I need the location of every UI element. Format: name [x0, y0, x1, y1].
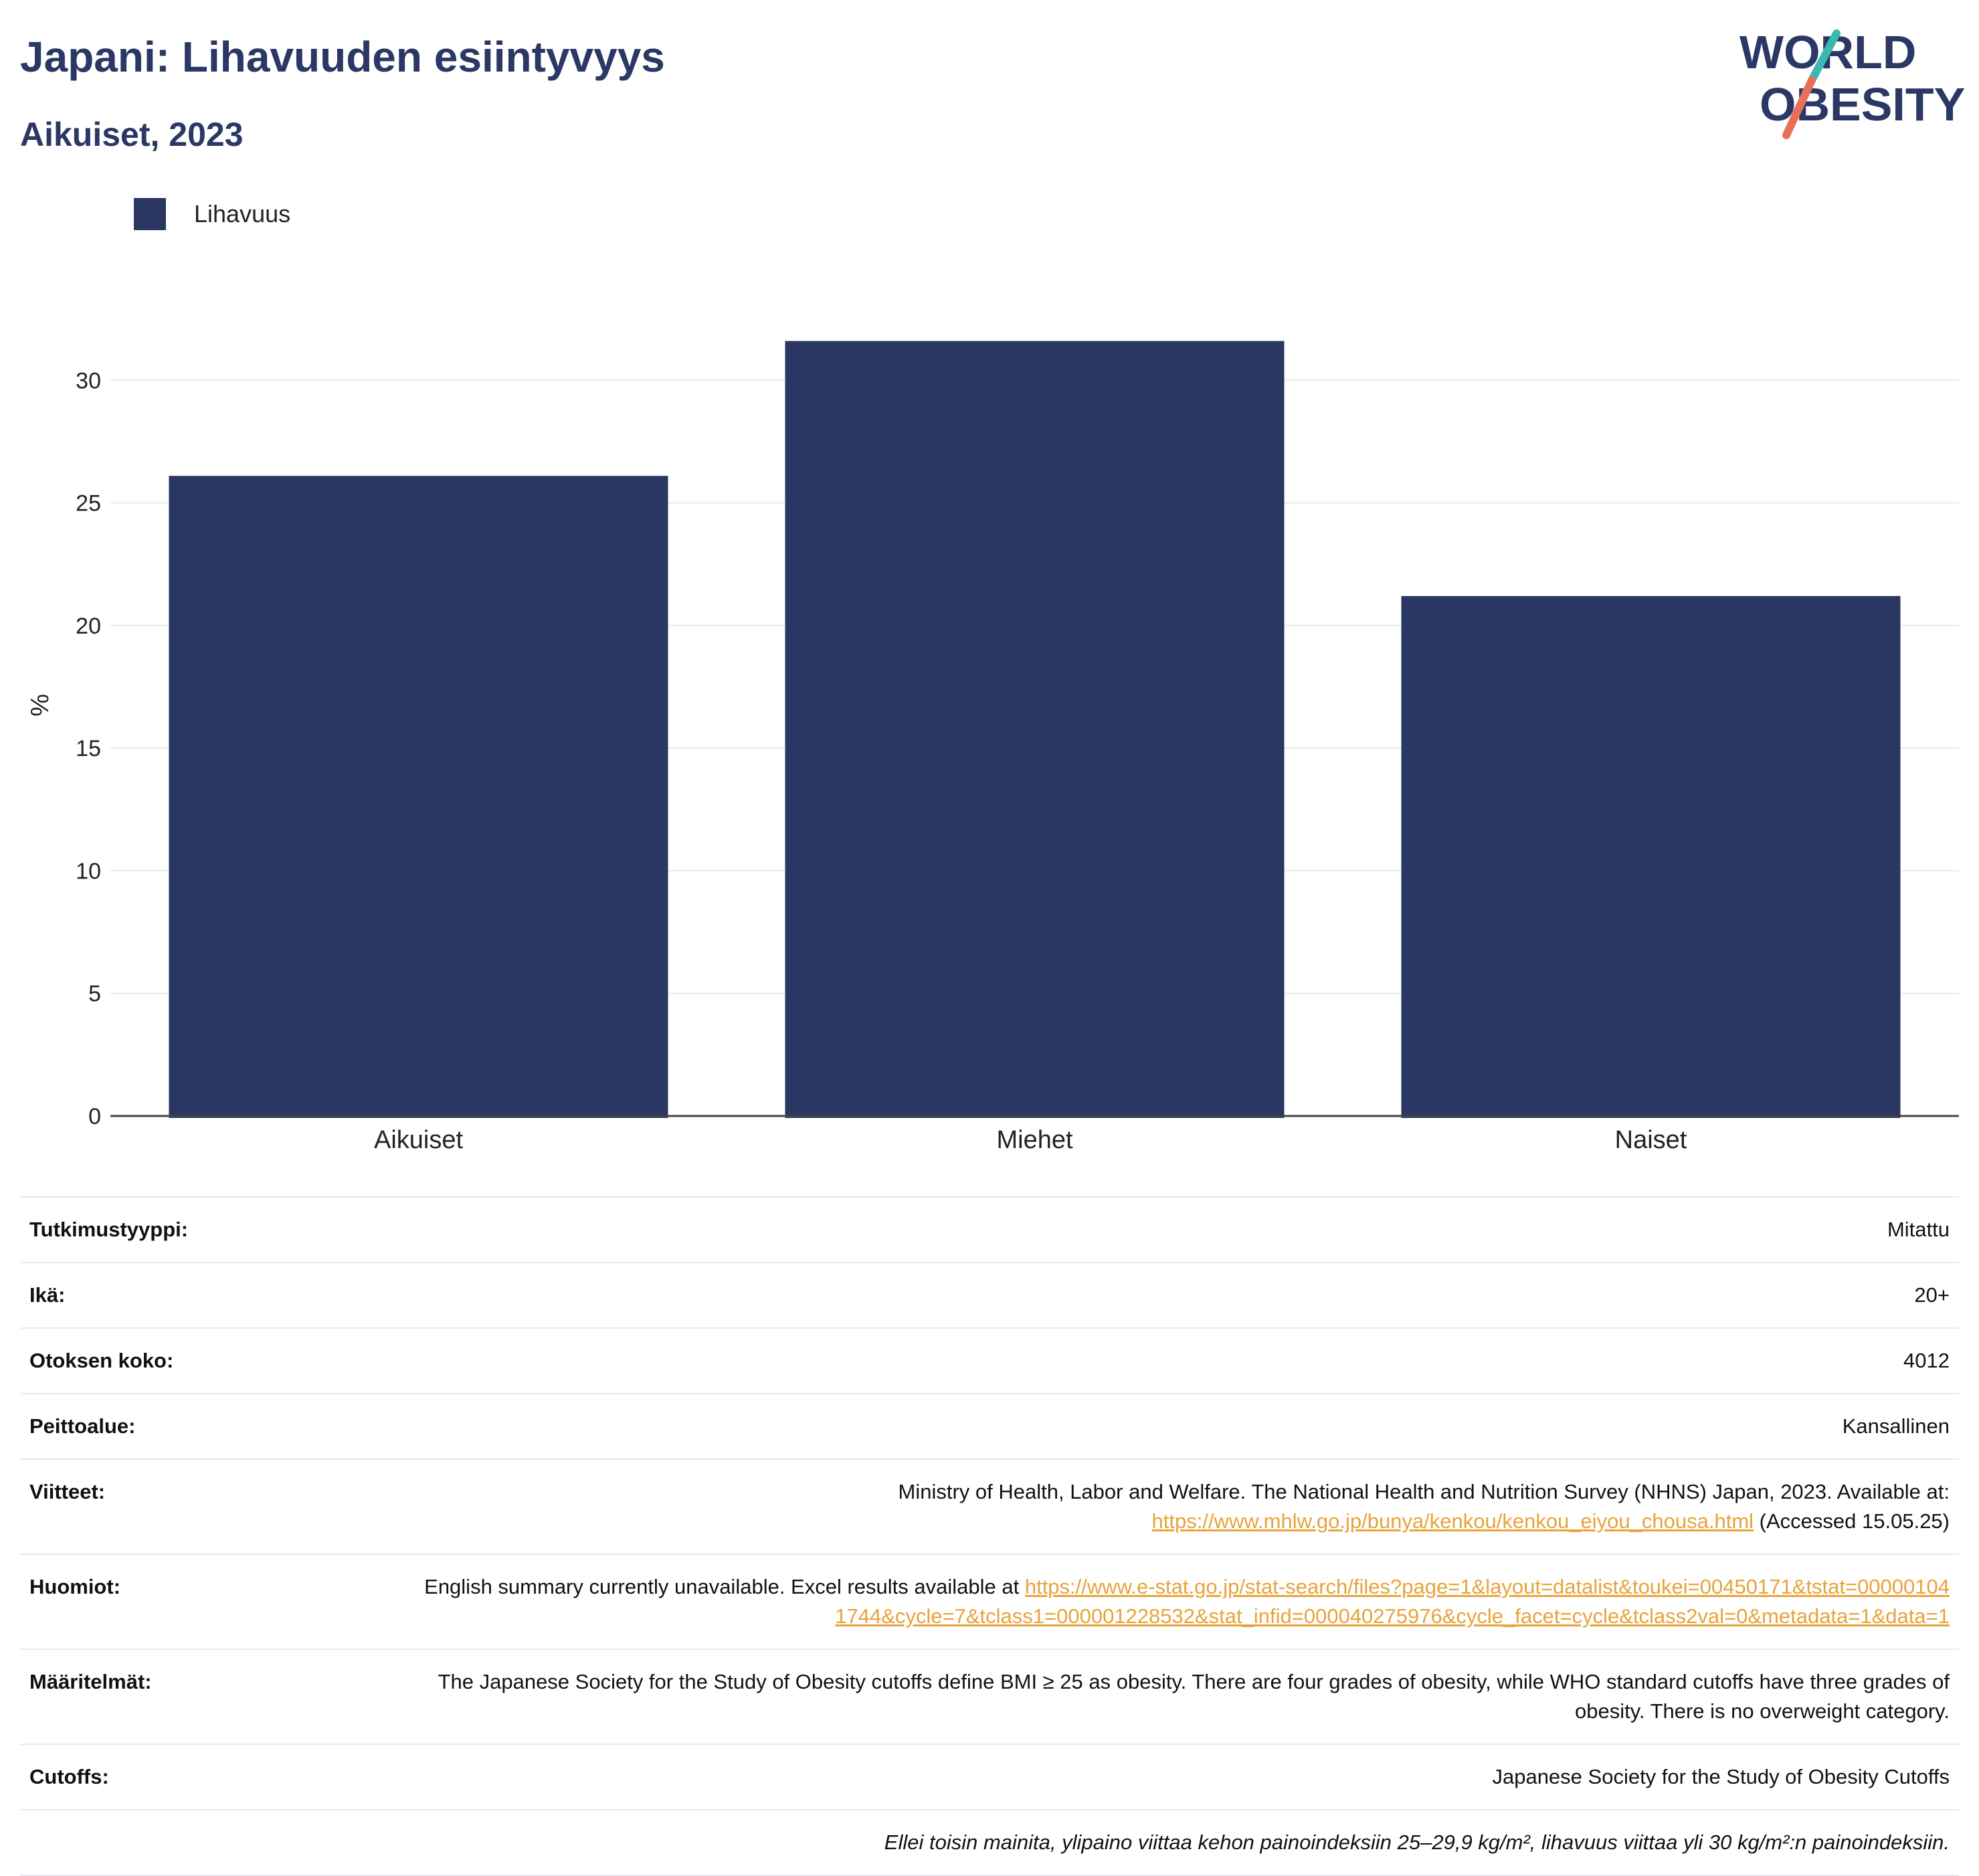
- y-tick-label: 25: [76, 491, 101, 517]
- metadata-table: Tutkimustyyppi: Mitattu Ikä: 20+ Otoksen…: [20, 1196, 1959, 1876]
- meta-label: Määritelmät:: [20, 1649, 413, 1744]
- meta-value: Mitattu: [413, 1196, 1959, 1262]
- y-tick-label: 5: [88, 981, 101, 1007]
- meta-row-coverage: Peittoalue: Kansallinen: [20, 1393, 1959, 1459]
- meta-value: Kansallinen: [413, 1393, 1959, 1459]
- y-axis-title: %: [26, 694, 54, 717]
- meta-label: Cutoffs:: [20, 1744, 413, 1810]
- meta-value: 4012: [413, 1327, 1959, 1394]
- meta-row-footnote: Ellei toisin mainita, ylipaino viittaa k…: [20, 1809, 1959, 1876]
- meta-row-cutoffs: Cutoffs: Japanese Society for the Study …: [20, 1744, 1959, 1810]
- reference-accessed: (Accessed 15.05.25): [1759, 1509, 1950, 1533]
- meta-row-definitions: Määritelmät: The Japanese Society for th…: [20, 1649, 1959, 1744]
- y-tick-label: 30: [76, 368, 101, 393]
- bar-chart: 0 5 10 15 20 25 30 Aikuiset Miehet Naiset%: [26, 341, 1959, 1154]
- meta-value: Ministry of Health, Labor and Welfare. T…: [413, 1459, 1959, 1554]
- meta-row-references: Viitteet: Ministry of Health, Labor and …: [20, 1459, 1959, 1554]
- logo-teal-stroke: [1808, 29, 1841, 84]
- meta-label: Otoksen koko:: [20, 1327, 413, 1394]
- bar-aikuiset: [169, 476, 668, 1118]
- meta-label: Peittoalue:: [20, 1393, 413, 1459]
- meta-value: 20+: [413, 1262, 1959, 1328]
- meta-label: Huomiot:: [20, 1554, 413, 1649]
- meta-row-age: Ikä: 20+: [20, 1262, 1959, 1328]
- x-tick-label: Aikuiset: [374, 1126, 463, 1154]
- y-tick-label: 10: [76, 858, 101, 884]
- world-obesity-logo: WORLD OBESITY: [1739, 26, 1965, 139]
- legend-swatch: [134, 198, 166, 230]
- bar-miehet: [785, 341, 1285, 1119]
- reference-text: Ministry of Health, Labor and Welfare. T…: [898, 1480, 1950, 1503]
- meta-label: Ikä:: [20, 1262, 413, 1328]
- meta-label: Viitteet:: [20, 1459, 413, 1554]
- y-tick-label: 15: [76, 736, 101, 761]
- notes-text: English summary currently unavailable. E…: [424, 1575, 1020, 1598]
- notes-link[interactable]: https://www.e-stat.go.jp/stat-search/fil…: [835, 1575, 1950, 1628]
- meta-label: Tutkimustyyppi:: [20, 1196, 413, 1262]
- footnote: Ellei toisin mainita, ylipaino viittaa k…: [20, 1809, 1959, 1876]
- x-tick-label: Naiset: [1615, 1126, 1687, 1154]
- x-tick-label: Miehet: [996, 1126, 1072, 1154]
- meta-value: Japanese Society for the Study of Obesit…: [413, 1744, 1959, 1810]
- meta-row-sample-size: Otoksen koko: 4012: [20, 1327, 1959, 1394]
- chart-legend: Lihavuus: [134, 198, 290, 230]
- y-tick-label: 20: [76, 614, 101, 639]
- meta-row-notes: Huomiot: English summary currently unava…: [20, 1554, 1959, 1649]
- page-subtitle: Aikuiset, 2023: [20, 116, 244, 153]
- page-title: Japani: Lihavuuden esiintyvyys: [20, 33, 665, 81]
- logo-coral-stroke: [1782, 76, 1816, 139]
- meta-value: English summary currently unavailable. E…: [413, 1554, 1959, 1649]
- y-tick-label: 0: [88, 1104, 101, 1129]
- meta-row-study-type: Tutkimustyyppi: Mitattu: [20, 1196, 1959, 1262]
- legend-label: Lihavuus: [194, 200, 291, 227]
- meta-value: The Japanese Society for the Study of Ob…: [413, 1649, 1959, 1744]
- reference-link[interactable]: https://www.mhlw.go.jp/bunya/kenkou/kenk…: [1151, 1509, 1754, 1533]
- bar-naiset: [1401, 595, 1901, 1118]
